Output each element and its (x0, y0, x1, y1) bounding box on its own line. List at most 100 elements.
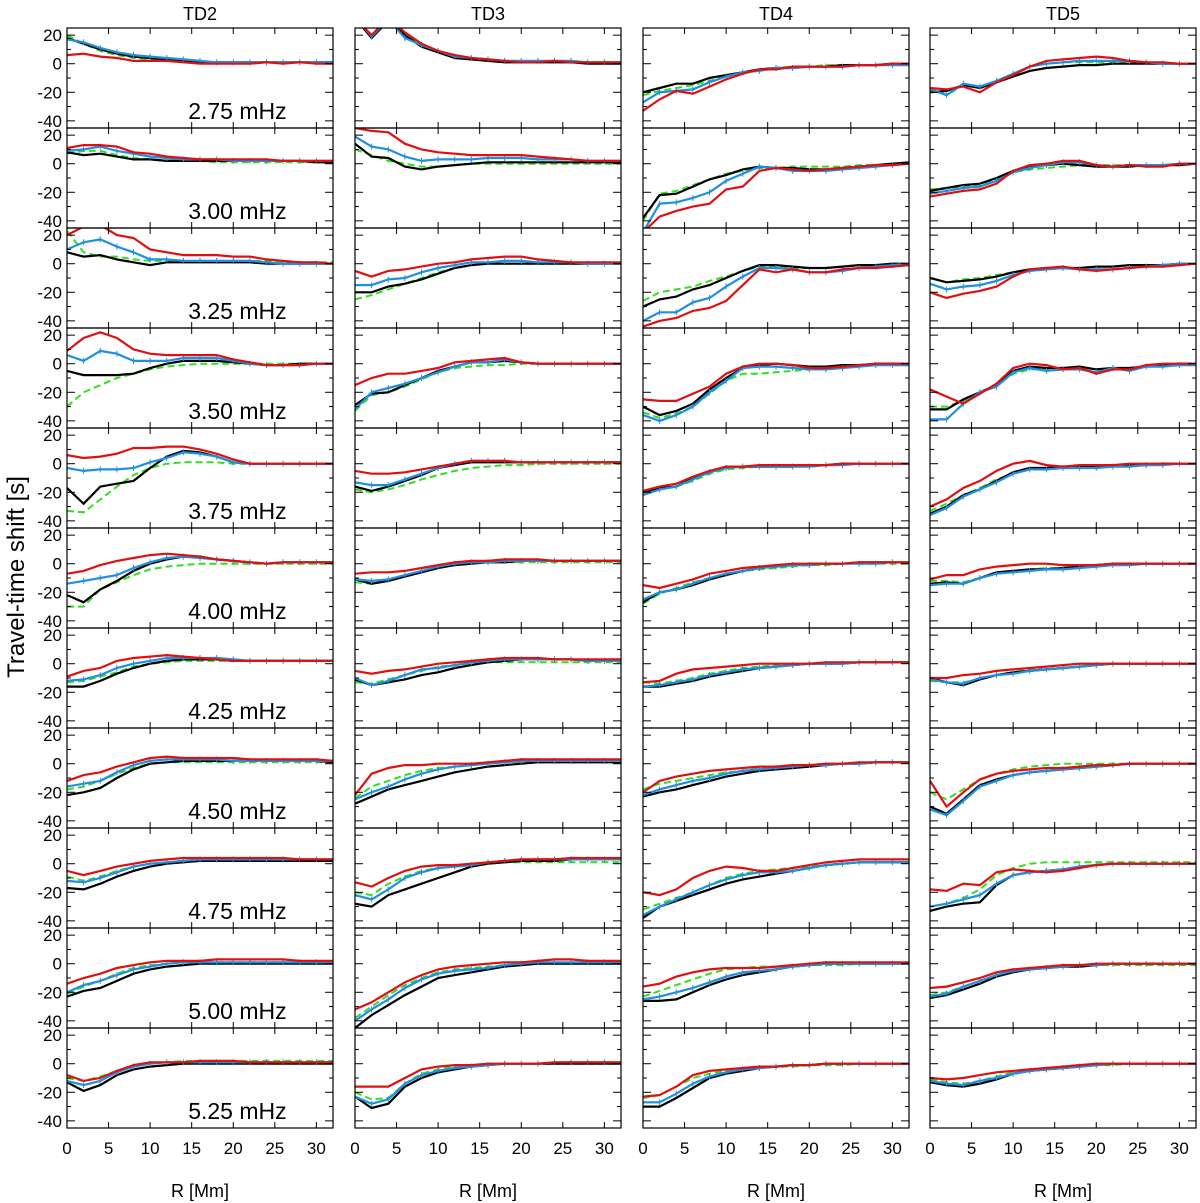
series-line-red (930, 459, 1196, 508)
y-tick-label: -40 (37, 112, 62, 131)
y-tick-label: 20 (43, 926, 62, 945)
y-tick-label: 0 (53, 755, 62, 774)
panel (642, 827, 910, 929)
series-line-red (67, 856, 333, 877)
y-tick-label: 0 (53, 155, 62, 174)
series-line-red (930, 962, 1196, 990)
panel (642, 727, 910, 829)
panel-frame (642, 327, 910, 429)
series-line-red (643, 661, 909, 684)
series-line-red (643, 462, 909, 492)
series-line-red (67, 552, 333, 575)
frequency-label: 4.25 mHz (188, 698, 286, 724)
frequency-label: 3.75 mHz (188, 498, 286, 524)
series-line-blue (355, 358, 621, 411)
y-tick-label: -40 (37, 512, 62, 531)
x-tick-label: 0 (62, 1139, 71, 1158)
panel-frame (354, 327, 622, 429)
panel (929, 27, 1197, 129)
panel (929, 827, 1197, 929)
y-tick-label: -20 (37, 983, 62, 1002)
panel (642, 527, 910, 629)
panel-frame (354, 27, 622, 129)
y-tick-label: 20 (43, 726, 62, 745)
panel: 20 0 -20 -40 3.75 mHz (37, 426, 334, 531)
series-line-red (355, 1061, 621, 1088)
series-line-red (930, 862, 1196, 893)
series-line-red (355, 356, 621, 387)
panel: 20 0 -20 -40 4.50 mHz (37, 726, 334, 831)
frequency-label: 3.00 mHz (188, 198, 286, 224)
panel (642, 627, 910, 729)
panel (354, 427, 622, 529)
x-tick-label: 25 (841, 1139, 860, 1158)
series-line-black (355, 359, 621, 407)
series-line-green (355, 462, 621, 494)
y-tick-label: 0 (53, 255, 62, 274)
x-axis-label: R [Mm] (747, 1181, 805, 1201)
x-tick-label: 20 (1087, 1139, 1106, 1158)
series-line-red (355, 558, 621, 575)
panel-frame (642, 427, 910, 529)
series-line-red (67, 52, 333, 65)
figure-labels: Travel-time shift [s] TD2 TD3 TD4 TD5 (3, 4, 1080, 678)
series-line-green (67, 761, 333, 791)
series-line-black (67, 962, 333, 998)
x-tick-label: 30 (595, 1139, 614, 1158)
series-line-red (930, 362, 1196, 405)
y-tick-label: -40 (37, 712, 62, 731)
panel (929, 627, 1197, 729)
series-line-black (355, 858, 621, 908)
frequency-label: 2.75 mHz (188, 98, 286, 124)
panel (929, 327, 1197, 429)
panel (354, 927, 622, 1029)
panel (354, 227, 622, 329)
panel-frame (929, 827, 1197, 929)
panel (354, 527, 622, 629)
series-line-red (930, 262, 1196, 300)
x-tick-label: 20 (512, 1139, 531, 1158)
column-title: TD2 (183, 4, 217, 24)
panel (929, 927, 1197, 1029)
panel-frame (929, 27, 1197, 129)
series-line-green (643, 364, 909, 420)
column-title: TD4 (759, 4, 793, 24)
x-axis-label: R [Mm] (1034, 1181, 1092, 1201)
panel-frame (642, 527, 910, 629)
y-tick-label: 20 (43, 226, 62, 245)
series-line-blue (67, 961, 333, 994)
x-axis-label: R [Mm] (171, 1181, 229, 1201)
panel: 20 0 -20 -40 3.25 mHz (37, 226, 334, 331)
panel (642, 27, 910, 129)
panel-frame (929, 727, 1197, 829)
x-tick-label: 25 (265, 1139, 284, 1158)
series-line-green (355, 861, 621, 897)
y-tick-label: 0 (53, 1055, 62, 1074)
y-tick-label: -20 (37, 283, 62, 302)
series-line-red (67, 958, 333, 985)
y-tick-label: 20 (43, 1026, 62, 1045)
panel-frame (642, 627, 910, 729)
series-line-red (930, 562, 1196, 581)
y-tick-label: 0 (53, 555, 62, 574)
panel: 0 5 10 15 20 25 30 R [Mm] (925, 1027, 1197, 1201)
x-tick-label: 10 (429, 1139, 448, 1158)
y-tick-label: -40 (37, 312, 62, 331)
panel (929, 227, 1197, 329)
y-tick-label: 20 (43, 426, 62, 445)
x-tick-label: 10 (717, 1139, 736, 1158)
y-tick-label: -40 (37, 912, 62, 931)
panel-frame (354, 827, 622, 929)
series-line-red (643, 362, 909, 402)
series-line-red (355, 255, 621, 278)
panel-frame (354, 927, 622, 1029)
panel (642, 327, 910, 429)
x-tick-label: 30 (883, 1139, 902, 1158)
x-axis-label: R [Mm] (459, 1181, 517, 1201)
y-tick-label: -40 (37, 1112, 62, 1131)
panel: 20 0 -20 -40 4.00 mHz (37, 526, 334, 631)
panel: 20 0 -20 -40 4.75 mHz (37, 826, 334, 931)
series-line-red (355, 758, 621, 796)
series-line-red (930, 55, 1196, 94)
series-line-black (67, 449, 333, 506)
